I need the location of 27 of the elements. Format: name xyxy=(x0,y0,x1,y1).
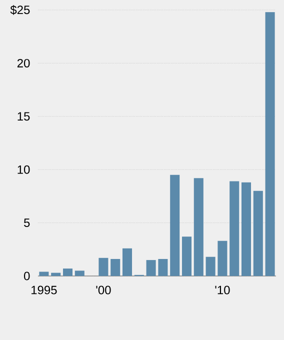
y-tick-label: 15 xyxy=(18,112,30,121)
bar xyxy=(39,272,49,276)
bar xyxy=(146,260,156,276)
bar xyxy=(62,268,73,276)
bar xyxy=(230,181,240,276)
x-tick-label: '00 xyxy=(96,286,111,294)
y-tick-label: 20 xyxy=(17,58,30,68)
bar xyxy=(265,12,275,276)
y-tick-label: 0 xyxy=(24,272,30,280)
bar xyxy=(170,174,180,276)
bar xyxy=(218,240,228,276)
bar xyxy=(110,258,120,276)
bar xyxy=(158,258,168,276)
bar xyxy=(122,248,132,276)
x-tick-label: '10 xyxy=(215,286,230,294)
bar xyxy=(253,190,263,276)
bar xyxy=(74,270,84,276)
y-tick-label: 5 xyxy=(24,218,30,227)
bar xyxy=(241,182,252,276)
y-tick-label: $25 xyxy=(10,5,30,15)
bar xyxy=(206,256,216,276)
y-tick-label: 10 xyxy=(18,165,30,174)
bar xyxy=(194,178,204,276)
bar xyxy=(51,272,61,276)
bar xyxy=(98,258,108,276)
bar xyxy=(182,236,192,276)
x-tick-label: 1995 xyxy=(32,286,57,294)
